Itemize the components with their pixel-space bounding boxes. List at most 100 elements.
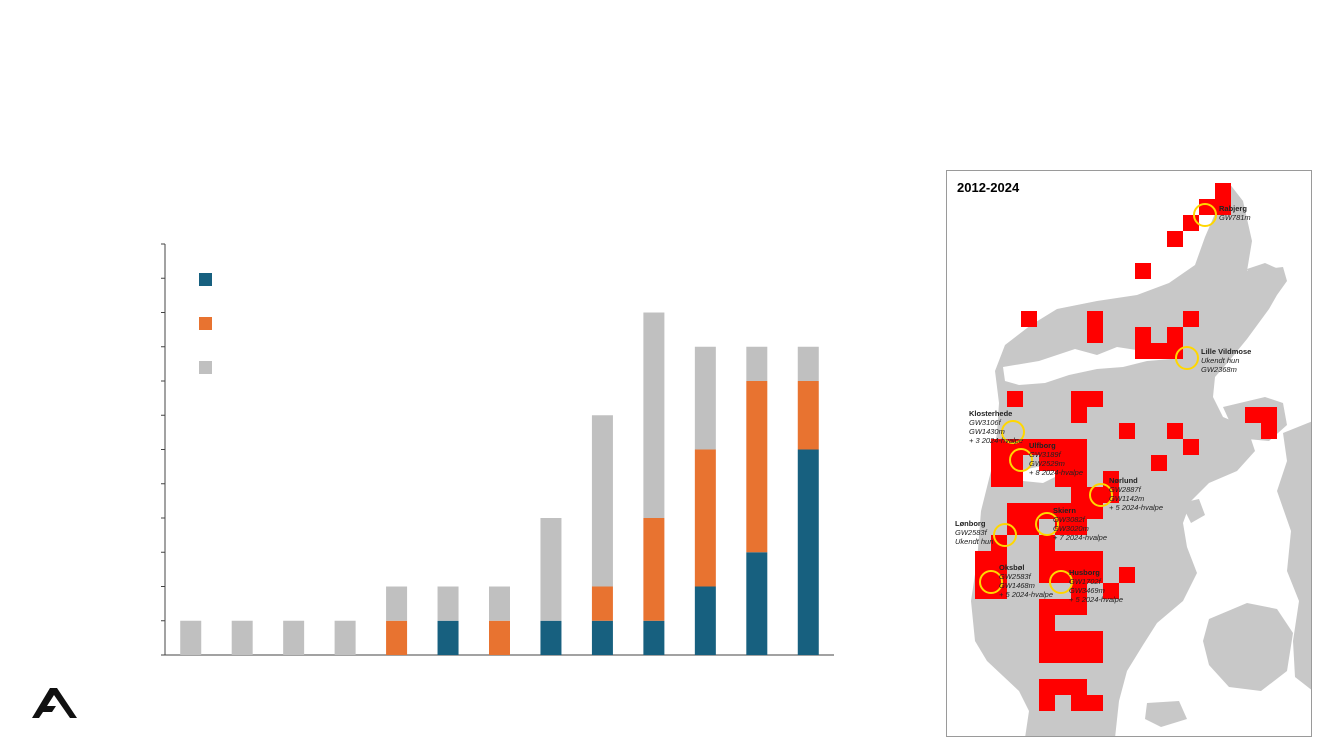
occupied-cell [1135,327,1151,343]
occupied-cell [991,471,1007,487]
bar-segment-s0-8 [591,620,613,655]
bar-segment-s2-11 [746,346,768,381]
site-name: Nørlund [1109,476,1138,485]
occupied-cell [1071,631,1087,647]
site-label: Nørlund GW2887f GW1142m + 5 2024-hvalpe [1109,476,1163,512]
bar-segment-s1-11 [746,381,768,553]
site-label: Husborg GW1702f GW3469m + 5 2024-hvalpe [1069,568,1123,604]
site-detail: GW2583f [999,572,1031,581]
occupied-cell [1055,455,1071,471]
occupied-cell [1007,471,1023,487]
site-detail: GW2368m [1201,365,1237,374]
legend-swatch-1 [199,317,212,330]
occupied-cell [1071,487,1087,503]
site-name: Husborg [1069,568,1100,577]
occupied-cell [1245,407,1261,423]
occupied-cell [1071,471,1087,487]
occupied-cell [1199,199,1215,215]
occupied-cell [1087,695,1103,711]
bar-segment-s2-10 [694,346,716,450]
jutland-landmass [971,183,1287,736]
site-detail: Ukendt hun [955,537,994,546]
site-label: Oksbøl GW2583f GW1468m + 5 2024-hvalpe [999,563,1053,599]
occupied-cell [1039,599,1055,615]
site-detail: + 7 2024-hvalpe [1053,533,1108,542]
occupied-cell [1039,631,1055,647]
occupied-cell [1039,439,1055,455]
site-name: Klosterhede [969,409,1013,418]
site-name: Skiern [1053,506,1076,515]
funen-island [1203,603,1293,691]
occupied-cell [1071,407,1087,423]
occupied-cell [975,583,991,599]
occupied-cell [1071,391,1087,407]
zealand-island [1277,421,1311,690]
occupied-cell [1103,471,1119,487]
occupied-cell [1071,439,1087,455]
occupied-cell [1135,343,1151,359]
site-detail: GW2583f [955,528,987,537]
territory-marker [1009,448,1033,472]
occupied-cell [1023,519,1039,535]
site-name: Lille Vildmose [1201,347,1252,356]
occupied-cell [1135,263,1151,279]
occupied-cell [1055,631,1071,647]
site-detail: GW1702f [1069,577,1101,586]
bar-segment-s2-4 [386,586,408,621]
occupied-cell [1007,503,1023,519]
site-detail: + 8 2024-hvalpe [1029,468,1084,477]
site-detail: GW3469m [1069,586,1105,595]
als-island [1145,701,1187,727]
occupied-cell [1167,343,1183,359]
bar-segment-s2-8 [591,415,613,587]
site-detail: GW3106f [969,418,1001,427]
bar-segment-s0-7 [540,620,562,655]
site-detail: + 5 2024-hvalpe [999,590,1054,599]
occupied-cell [1055,679,1071,695]
bar-segment-s2-7 [540,518,562,621]
occupied-cell [1039,695,1055,711]
bar-segment-s1-6 [489,620,510,655]
site-label: Klosterhede GW3106f GW1430m + 3 2024-hvalpe [969,409,1023,445]
occupied-cell [1039,455,1055,471]
site-label: Ulfborg GW3189f GW2529m + 8 2024-hvalpe [1029,441,1083,477]
bar-segment-s2-0 [180,620,202,655]
occupied-cell [1039,679,1055,695]
bar-segment-s0-5 [437,620,459,655]
occupied-cell [1039,503,1055,519]
occupied-cell [1055,647,1071,663]
occupied-cell [1071,519,1087,535]
site-detail: + 3 2024-hvalpe [969,436,1024,445]
occupied-cell [1071,455,1087,471]
bar-segment-s0-10 [694,586,716,655]
site-label: Lille Vildmose Ukendt hun GW2368m [1201,347,1251,374]
occupied-cell [1087,551,1103,567]
site-name: Lønborg [955,519,986,528]
site-detail: GW781m [1219,213,1251,222]
occupied-cell [1071,583,1087,599]
occupied-cell [1087,503,1103,519]
brand-logo [32,688,77,718]
territory-marker [1193,203,1217,227]
occupied-cell [975,551,991,567]
site-label: Lønborg GW2583f Ukendt hun [955,519,993,546]
bar-segment-s1-10 [694,449,716,587]
occupied-cell [1087,327,1103,343]
occupied-cell [1087,631,1103,647]
occupied-cell [1071,679,1087,695]
occupied-cell [1071,599,1087,615]
laeso-island [1247,263,1283,283]
occupied-cell [991,583,1007,599]
stacked-bar-chart [161,243,834,656]
occupied-cell [1151,455,1167,471]
site-label: Skiern GW3082f GW3020m + 7 2024-hvalpe [1053,506,1107,542]
occupied-cell [1167,231,1183,247]
occupied-cell [1167,327,1183,343]
site-name: Oksbøl [999,563,1025,572]
occupied-cell [991,551,1007,567]
occupied-cell [1215,183,1231,199]
occupied-cell [1119,567,1135,583]
territory-marker [1001,420,1025,444]
bar-segment-s0-9 [643,620,665,655]
occupied-cell [1055,471,1071,487]
